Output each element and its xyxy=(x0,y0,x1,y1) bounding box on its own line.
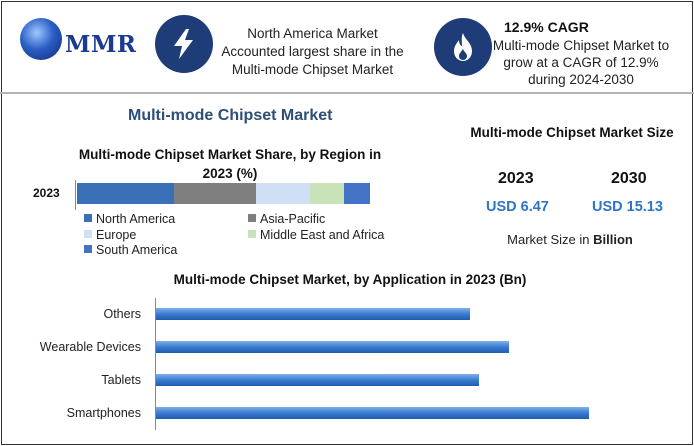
application-chart-title: Multi-mode Chipset Market, by Applicatio… xyxy=(173,272,527,287)
segment-europe xyxy=(255,183,310,204)
bar-wearable-devices xyxy=(156,341,510,353)
segment-mea xyxy=(309,183,344,204)
main-title: Multi-mode Chipset Market xyxy=(128,107,333,124)
bar-tablets xyxy=(156,374,479,386)
size-value-2030: USD 15.13 xyxy=(592,199,663,215)
legend-swatch xyxy=(84,230,92,238)
bar-label-smartphones: Smartphones xyxy=(66,406,141,420)
segment-north-america xyxy=(77,183,174,204)
cagr-description: Multi-mode Chipset Market to grow at a C… xyxy=(492,38,670,87)
legend-europe: Europe xyxy=(84,228,136,242)
bar-label-wearable-devices: Wearable Devices xyxy=(39,340,141,354)
lightning-icon xyxy=(174,29,193,59)
application-axis xyxy=(155,298,156,430)
legend-swatch xyxy=(248,214,256,222)
legend-north-america: North America xyxy=(84,212,175,226)
legend-label: North America xyxy=(96,212,176,226)
legend-label: South America xyxy=(96,243,178,257)
legend-swatch xyxy=(84,214,92,222)
logo-text: MMR xyxy=(65,31,137,58)
header-divider xyxy=(0,92,694,94)
flame-icon xyxy=(454,33,472,61)
globe-icon xyxy=(20,18,62,60)
segment-south-america xyxy=(343,183,370,204)
stack-axis xyxy=(75,180,76,210)
size-unit-prefix: Market Size in xyxy=(507,232,594,247)
bar-others xyxy=(156,308,471,320)
legend-swatch xyxy=(248,230,256,238)
bar-label-tablets: Tablets xyxy=(101,373,141,387)
size-unit-note: Market Size in Billion xyxy=(470,232,670,247)
legend-asia-pacific: Asia-Pacific xyxy=(248,212,325,226)
legend-label: Asia-Pacific xyxy=(260,212,326,226)
size-year-2023: 2023 xyxy=(498,170,534,187)
region-share-title: Multi-mode Chipset Market Share, by Regi… xyxy=(78,147,382,181)
lightning-badge xyxy=(155,15,213,73)
size-year-2030: 2030 xyxy=(611,170,647,187)
mmr-logo: MMR xyxy=(10,10,140,70)
legend-label: Europe xyxy=(96,228,137,242)
legend-south-america: South America xyxy=(84,243,177,257)
size-value-2023: USD 6.47 xyxy=(486,199,549,215)
legend-swatch xyxy=(84,245,92,253)
bar-smartphones xyxy=(156,407,590,419)
cagr-value: 12.9% CAGR xyxy=(504,19,589,35)
region-highlight-text: North America Market Accounted largest s… xyxy=(221,26,404,77)
bar-label-others: Others xyxy=(103,307,141,321)
stack-year-label: 2023 xyxy=(33,186,60,200)
segment-asia-pacific xyxy=(173,183,256,204)
market-size-title: Multi-mode Chipset Market Size xyxy=(470,125,674,140)
legend-mea: Middle East and Africa xyxy=(248,228,384,242)
legend-label: Middle East and Africa xyxy=(260,228,385,242)
size-unit-bold: Billion xyxy=(593,232,633,247)
flame-badge xyxy=(434,18,492,76)
